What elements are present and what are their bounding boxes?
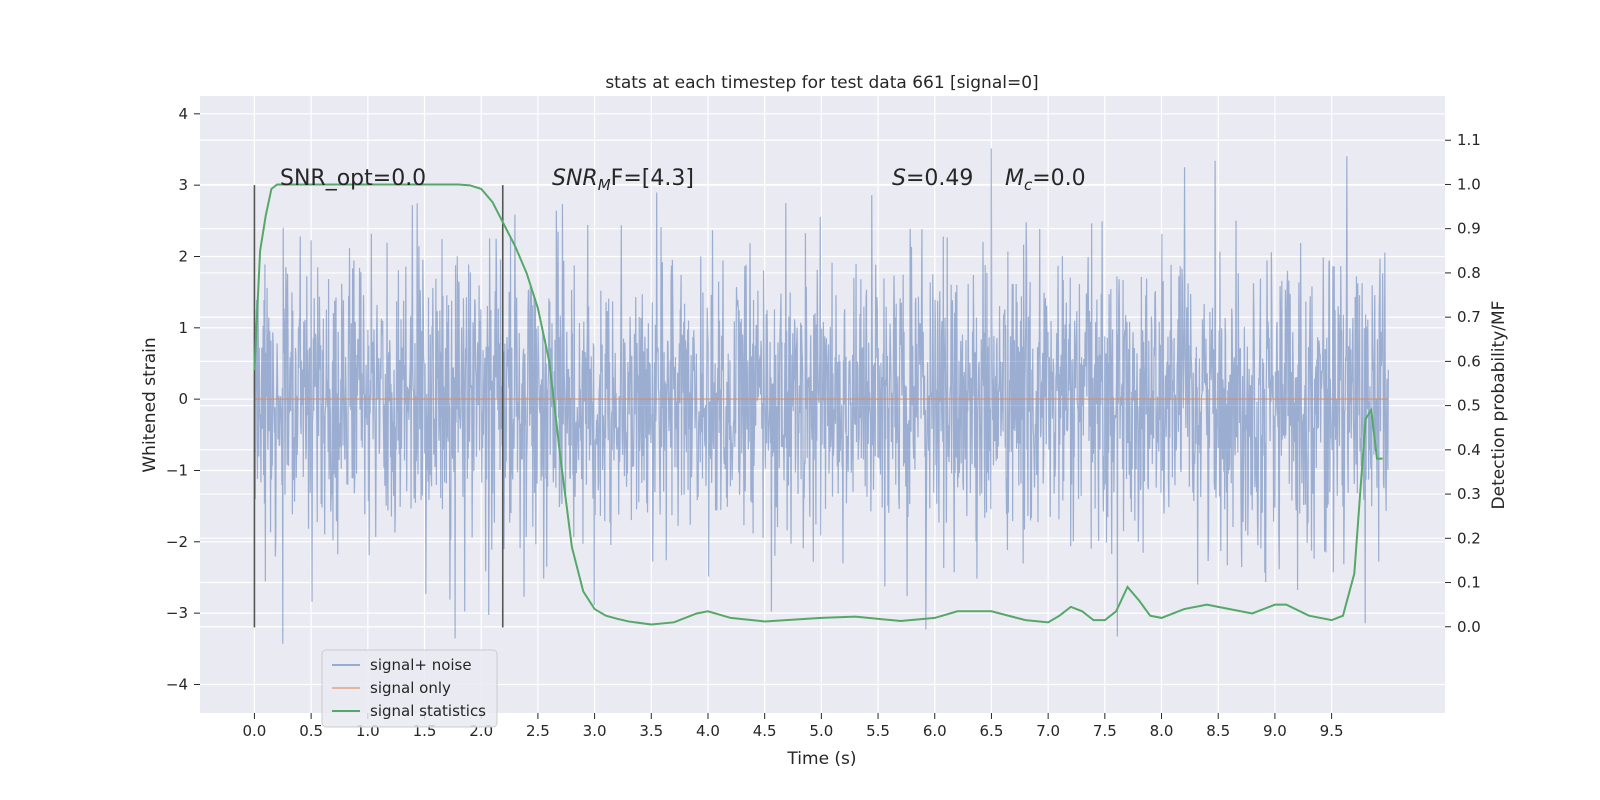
annotation-mc-rest: =0.0 <box>1032 166 1085 191</box>
y2-tick-label: 0.1 <box>1457 574 1481 592</box>
y2-tick-label: 0.3 <box>1457 485 1481 503</box>
y-tick-label: −2 <box>166 533 188 551</box>
x-tick-label: 5.5 <box>866 722 890 740</box>
x-tick-label: 9.5 <box>1320 722 1344 740</box>
y2-tick-label: 1.0 <box>1457 175 1481 193</box>
legend-box <box>321 649 498 728</box>
legend-label-signal-statistics: signal statistics <box>370 702 486 720</box>
y-ticks: −4 −3 −2 −1 0 1 2 3 4 <box>166 105 200 693</box>
x-tick-label: 2.5 <box>526 722 550 740</box>
y-tick-label: 4 <box>178 105 188 123</box>
x-tick-label: 8.5 <box>1206 722 1230 740</box>
x-tick-label: 3.5 <box>639 722 663 740</box>
y-tick-label: −3 <box>166 604 188 622</box>
x-tick-label: 4.5 <box>753 722 777 740</box>
x-tick-label: 6.0 <box>923 722 947 740</box>
annotation-snr-mf-sub: M <box>598 176 611 194</box>
x-tick-label: 3.0 <box>583 722 607 740</box>
y-tick-label: 3 <box>178 176 188 194</box>
annotation-mc: Mc=0.0 <box>1005 166 1086 194</box>
legend: signal+ noise signal only signal statist… <box>321 649 498 728</box>
annotation-s-italic: S <box>892 166 906 191</box>
annotation-snr-mf-rest: F=[4.3] <box>611 166 694 191</box>
legend-label-signal-noise: signal+ noise <box>370 656 472 674</box>
y2-tick-label: 0.9 <box>1457 220 1481 238</box>
signal-noise-series <box>253 148 1389 644</box>
vertical-markers <box>253 185 504 628</box>
y-tick-label: −1 <box>166 461 188 479</box>
annotation-mc-base: M <box>1005 166 1024 191</box>
y2-tick-label: 0.4 <box>1457 441 1481 459</box>
y2-tick-label: 0.8 <box>1457 264 1481 282</box>
y2-axis-label: Detection probability/MF <box>1489 301 1509 510</box>
signal-statistics-line <box>253 183 1383 626</box>
x-tick-label: 7.0 <box>1036 722 1060 740</box>
annotation-s: S=0.49 <box>892 166 973 191</box>
x-tick-label: 0.5 <box>299 722 323 740</box>
chart-title: stats at each timestep for test data 661… <box>605 73 1038 93</box>
y-tick-label: −4 <box>166 675 188 693</box>
x-tick-label: 5.0 <box>809 722 833 740</box>
annotation-snr-opt: SNR_opt=0.0 <box>280 166 426 191</box>
y-tick-label: 0 <box>178 390 188 408</box>
y2-tick-label: 0.7 <box>1457 308 1481 326</box>
y2-tick-label: 0.5 <box>1457 397 1481 415</box>
y2-ticks: 0.0 0.1 0.2 0.3 0.4 0.5 0.6 0.7 0.8 0.9 1.0 1.1 <box>1445 131 1481 636</box>
x-tick-label: 8.0 <box>1150 722 1174 740</box>
x-tick-label: 9.0 <box>1263 722 1287 740</box>
y-axis-label: Whitened strain <box>140 337 160 472</box>
annotation-snr-mf: SNRMF=[4.3] <box>552 166 694 194</box>
y2-tick-label: 0.6 <box>1457 352 1481 370</box>
signal-statistics-series <box>253 183 1383 626</box>
annotation-mc-sub: c <box>1024 176 1033 194</box>
x-tick-label: 0.0 <box>242 722 266 740</box>
annotation-s-rest: =0.49 <box>906 166 973 191</box>
annotation-snr-mf-base: SNR <box>552 166 598 191</box>
x-axis-label: Time (s) <box>786 749 856 769</box>
y2-tick-label: 0.2 <box>1457 529 1481 547</box>
y2-tick-label: 1.1 <box>1457 131 1481 149</box>
x-tick-label: 7.5 <box>1093 722 1117 740</box>
y2-tick-label: 0.0 <box>1457 618 1481 636</box>
signal-noise-line <box>253 148 1389 644</box>
legend-label-signal-only: signal only <box>370 679 451 697</box>
y-tick-label: 2 <box>178 247 188 265</box>
y-tick-label: 1 <box>178 319 188 337</box>
x-tick-label: 4.0 <box>696 722 720 740</box>
x-tick-label: 6.5 <box>980 722 1004 740</box>
